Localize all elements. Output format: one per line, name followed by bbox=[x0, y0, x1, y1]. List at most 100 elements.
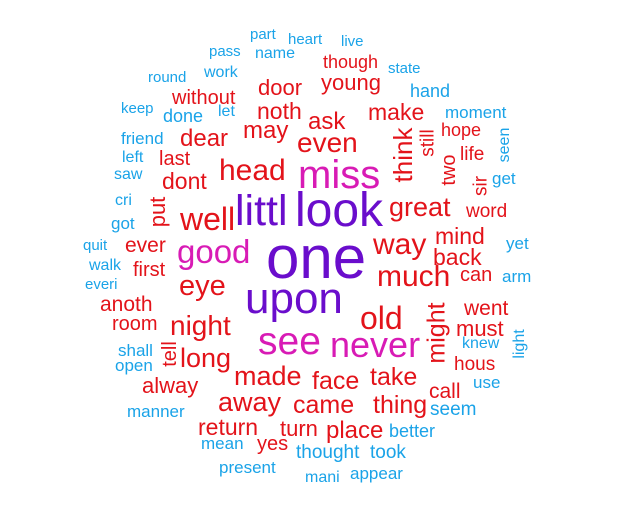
word-back: back bbox=[433, 244, 482, 270]
word-keep: keep bbox=[121, 100, 154, 117]
word-saw: saw bbox=[114, 166, 143, 183]
word-open: open bbox=[115, 356, 153, 375]
word-face: face bbox=[312, 367, 360, 395]
word-present: present bbox=[219, 458, 276, 477]
word-light: light bbox=[511, 329, 528, 359]
word-appear: appear bbox=[350, 464, 403, 483]
word-might: might bbox=[422, 302, 451, 364]
word-noth: noth bbox=[257, 98, 302, 124]
word-mean: mean bbox=[201, 434, 244, 453]
word-room: room bbox=[112, 313, 158, 335]
word-much: much bbox=[377, 260, 451, 293]
word-hope: hope bbox=[441, 120, 482, 140]
word-turn: turn bbox=[280, 416, 318, 441]
word-better: better bbox=[389, 421, 436, 441]
word-can: can bbox=[460, 264, 493, 286]
word-first: first bbox=[133, 259, 166, 281]
word-sir: sir bbox=[470, 175, 492, 197]
word-yes: yes bbox=[257, 433, 289, 455]
word-door: door bbox=[258, 75, 303, 100]
word-even: even bbox=[297, 127, 358, 158]
word-though: though bbox=[323, 52, 379, 72]
word-ever: ever bbox=[125, 234, 166, 257]
word-hous: hous bbox=[454, 354, 496, 375]
word-round: round bbox=[148, 69, 187, 86]
word-manner: manner bbox=[127, 402, 185, 421]
word-cri: cri bbox=[115, 192, 132, 209]
word-return: return bbox=[198, 414, 259, 440]
word-take: take bbox=[370, 363, 418, 391]
word-took: took bbox=[370, 442, 406, 463]
word-miss: miss bbox=[298, 153, 381, 197]
word-long: long bbox=[180, 343, 232, 373]
word-thought: thought bbox=[296, 442, 360, 463]
word-put: put bbox=[145, 196, 170, 228]
word-littl: littl bbox=[235, 187, 288, 235]
word-must: must bbox=[456, 316, 504, 341]
word-work: work bbox=[204, 64, 238, 81]
word-dear: dear bbox=[180, 125, 229, 152]
word-mani: mani bbox=[305, 469, 340, 486]
word-name: name bbox=[255, 45, 296, 62]
word-knew: knew bbox=[462, 335, 500, 352]
word-see: see bbox=[258, 320, 321, 363]
word-arm: arm bbox=[502, 267, 532, 286]
word-tell: tell bbox=[159, 341, 181, 367]
word-good: good bbox=[177, 233, 251, 270]
word-heart: heart bbox=[288, 31, 323, 48]
word-left: left bbox=[122, 149, 144, 166]
word-use: use bbox=[473, 373, 501, 392]
word-live: live bbox=[341, 33, 364, 50]
word-mind: mind bbox=[435, 223, 485, 249]
word-eye: eye bbox=[179, 270, 226, 302]
word-last: last bbox=[159, 148, 191, 170]
word-look: look bbox=[295, 184, 384, 237]
word-everi: everi bbox=[85, 276, 118, 293]
word-alway: alway bbox=[142, 373, 199, 398]
word-life: life bbox=[460, 144, 485, 165]
word-done: done bbox=[163, 106, 204, 126]
word-head: head bbox=[219, 154, 286, 187]
word-call: call bbox=[429, 380, 461, 403]
word-young: young bbox=[321, 70, 381, 95]
word-still: still bbox=[417, 129, 439, 157]
word-yet: yet bbox=[506, 234, 529, 253]
word-one: one bbox=[266, 224, 367, 291]
word-away: away bbox=[218, 387, 282, 417]
word-seen: seen bbox=[496, 127, 513, 163]
word-way: way bbox=[373, 228, 427, 261]
word-made: made bbox=[234, 361, 302, 391]
word-went: went bbox=[464, 297, 509, 320]
word-get: get bbox=[492, 169, 516, 188]
word-got: got bbox=[111, 214, 135, 233]
word-state: state bbox=[388, 60, 421, 77]
word-night: night bbox=[170, 310, 231, 341]
word-quit: quit bbox=[83, 237, 108, 254]
word-let: let bbox=[218, 103, 235, 120]
word-well: well bbox=[180, 201, 236, 237]
word-two: two bbox=[438, 154, 460, 186]
word-friend: friend bbox=[121, 129, 164, 148]
word-dont: dont bbox=[162, 168, 207, 194]
word-word: word bbox=[466, 201, 508, 222]
word-great: great bbox=[389, 192, 451, 222]
word-shall: shall bbox=[118, 341, 153, 360]
word-thing: thing bbox=[373, 391, 428, 419]
word-came: came bbox=[293, 391, 355, 419]
word-old: old bbox=[360, 300, 403, 336]
word-make: make bbox=[368, 99, 425, 125]
word-never: never bbox=[330, 324, 421, 365]
word-hand: hand bbox=[410, 81, 451, 101]
word-seem: seem bbox=[430, 399, 477, 420]
word-may: may bbox=[243, 117, 289, 144]
word-think: think bbox=[388, 127, 418, 183]
word-moment: moment bbox=[445, 103, 507, 122]
word-pass: pass bbox=[209, 43, 241, 60]
word-walk: walk bbox=[89, 257, 122, 274]
word-ask: ask bbox=[308, 108, 346, 135]
word-anoth: anoth bbox=[100, 293, 153, 316]
word-upon: upon bbox=[245, 274, 343, 323]
word-without: without bbox=[172, 87, 236, 109]
word-part: part bbox=[250, 26, 276, 43]
